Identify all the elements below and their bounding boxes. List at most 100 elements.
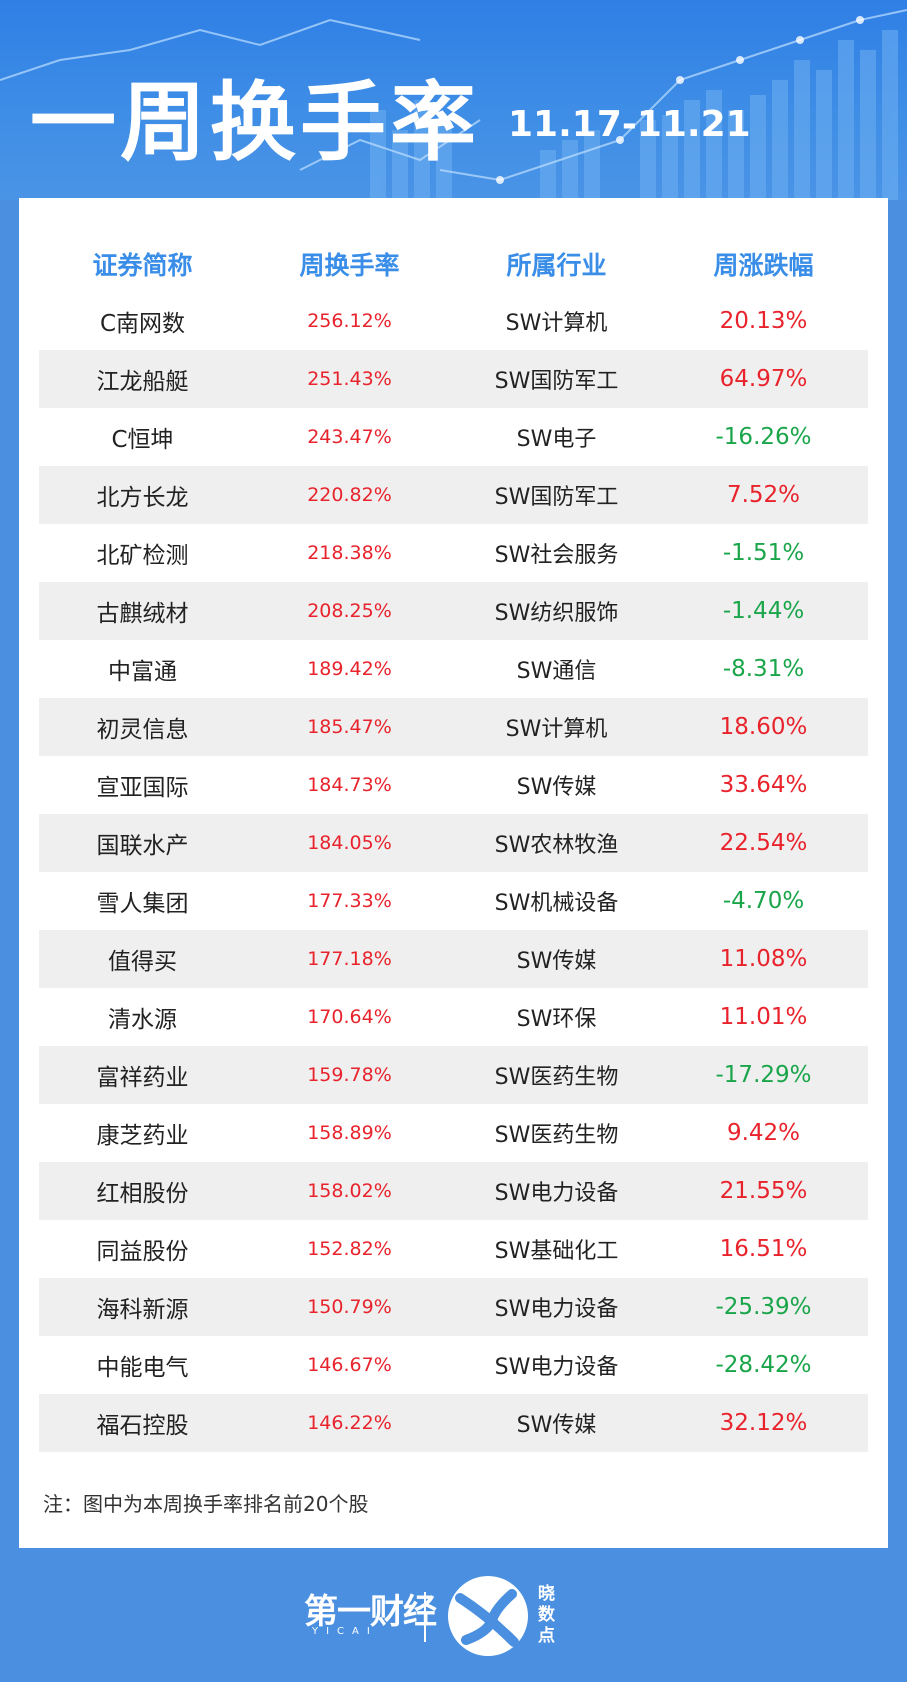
turnover-rate: 184.73%: [307, 774, 392, 796]
industry: SW通信: [516, 659, 597, 684]
turnover-rate: 177.33%: [307, 890, 392, 912]
table-row: C恒坤 243.47% SW电子 -16.26%: [39, 408, 868, 466]
page-title: 一周换手率: [30, 73, 480, 173]
stock-name: 初灵信息: [96, 717, 189, 743]
footer: 第一财经 YICAI 晓数点: [0, 1548, 907, 1682]
table-row: 同益股份 152.82% SW基础化工 16.51%: [39, 1220, 868, 1278]
logo-divider: [424, 1592, 426, 1642]
industry: SW国防军工: [494, 485, 619, 510]
table-row: 北方长龙 220.82% SW国防军工 7.52%: [39, 466, 868, 524]
stock-name: 北方长龙: [96, 485, 189, 511]
stock-name: 海科新源: [96, 1297, 189, 1323]
industry: SW基础化工: [494, 1239, 619, 1264]
weekly-change: -4.70%: [722, 888, 805, 914]
stock-name: 雪人集团: [96, 891, 189, 917]
turnover-rate: 158.89%: [307, 1122, 392, 1144]
weekly-change: -1.44%: [722, 598, 805, 624]
turnover-rate: 251.43%: [307, 368, 392, 390]
table-row: 清水源 170.64% SW环保 11.01%: [39, 988, 868, 1046]
table-row: 江龙船艇 251.43% SW国防军工 64.97%: [39, 350, 868, 408]
weekly-change: 16.51%: [719, 1236, 808, 1262]
table-row: 中富通 189.42% SW通信 -8.31%: [39, 640, 868, 698]
stock-name: 中能电气: [96, 1355, 189, 1381]
xiaoshudian-logo-text: 晓数点: [538, 1584, 555, 1646]
weekly-change: -25.39%: [715, 1294, 812, 1320]
weekly-change: 11.08%: [719, 946, 808, 972]
column-header-rate: 周换手率: [299, 251, 400, 280]
industry: SW纺织服饰: [494, 601, 619, 626]
weekly-change: 18.60%: [719, 714, 808, 740]
weekly-change: 33.64%: [719, 772, 808, 798]
turnover-rate: 208.25%: [307, 600, 392, 622]
turnover-rate: 177.18%: [307, 948, 392, 970]
yicai-logo: 第一财经: [304, 1592, 437, 1632]
table-row: 海科新源 150.79% SW电力设备 -25.39%: [39, 1278, 868, 1336]
table-row: 红相股份 158.02% SW电力设备 21.55%: [39, 1162, 868, 1220]
stock-name: C南网数: [99, 311, 186, 337]
stock-name: 中富通: [108, 659, 177, 685]
stock-name: 值得买: [108, 949, 177, 975]
header-banner: 一周换手率 11.17-11.21: [0, 0, 907, 200]
stock-name: 福石控股: [96, 1413, 189, 1439]
industry: SW计算机: [505, 311, 608, 336]
industry: SW医药生物: [494, 1123, 619, 1148]
industry: SW电力设备: [494, 1297, 619, 1322]
weekly-change: -1.51%: [722, 540, 805, 566]
table-row: 国联水产 184.05% SW农林牧渔 22.54%: [39, 814, 868, 872]
weekly-change: 32.12%: [719, 1410, 808, 1436]
table-card: 证券简称 周换手率 所属行业 周涨跌幅 C南网数 256.12% SW计算机 20.1…: [19, 198, 888, 1548]
stock-name: 红相股份: [96, 1181, 189, 1207]
weekly-change: 64.97%: [719, 366, 808, 392]
industry: SW医药生物: [494, 1065, 619, 1090]
weekly-change: 21.55%: [719, 1178, 808, 1204]
column-header-industry: 所属行业: [506, 251, 607, 280]
industry: SW机械设备: [494, 891, 619, 916]
turnover-rate: 146.67%: [307, 1354, 392, 1376]
table-row: C南网数 256.12% SW计算机 20.13%: [39, 292, 868, 350]
industry: SW传媒: [516, 775, 597, 800]
industry: SW电力设备: [494, 1181, 619, 1206]
turnover-rate: 185.47%: [307, 716, 392, 738]
stock-name: 清水源: [108, 1007, 177, 1033]
stock-name: C恒坤: [111, 427, 174, 453]
weekly-change: -17.29%: [715, 1062, 812, 1088]
table-row: 中能电气 146.67% SW电力设备 -28.42%: [39, 1336, 868, 1394]
turnover-rate: 256.12%: [307, 310, 392, 332]
turnover-rate: 150.79%: [307, 1296, 392, 1318]
table-row: 宣亚国际 184.73% SW传媒 33.64%: [39, 756, 868, 814]
table-row: 康芝药业 158.89% SW医药生物 9.42%: [39, 1104, 868, 1162]
table-row: 福石控股 146.22% SW传媒 32.12%: [39, 1394, 868, 1452]
stock-name: 北矿检测: [96, 543, 189, 569]
turnover-rate: 218.38%: [307, 542, 392, 564]
decorative-chart-background: [0, 9, 907, 200]
industry: SW环保: [516, 1007, 597, 1032]
industry: SW传媒: [516, 1413, 597, 1438]
industry: SW电子: [516, 427, 597, 452]
industry: SW计算机: [505, 717, 608, 742]
table-row: 富祥药业 159.78% SW医药生物 -17.29%: [39, 1046, 868, 1104]
table-row: 初灵信息 185.47% SW计算机 18.60%: [39, 698, 868, 756]
weekly-change: 7.52%: [726, 482, 801, 508]
industry: SW传媒: [516, 949, 597, 974]
stock-name: 康芝药业: [96, 1123, 189, 1149]
turnover-rate: 184.05%: [307, 832, 392, 854]
weekly-change: -8.31%: [722, 656, 805, 682]
turnover-rate: 158.02%: [307, 1180, 392, 1202]
weekly-change: 22.54%: [719, 830, 808, 856]
table-row: 古麒绒材 208.25% SW纺织服饰 -1.44%: [39, 582, 868, 640]
stock-name: 国联水产: [96, 833, 189, 859]
date-range: 11.17-11.21: [508, 104, 751, 145]
turnover-rate: 220.82%: [307, 484, 392, 506]
stock-name: 同益股份: [96, 1239, 189, 1265]
footnote: 注：图中为本周换手率排名前20个股: [43, 1492, 369, 1516]
turnover-rate: 189.42%: [307, 658, 392, 680]
industry: SW国防军工: [494, 369, 619, 394]
table-row: 北矿检测 218.38% SW社会服务 -1.51%: [39, 524, 868, 582]
table-header: 证券简称 周换手率 所属行业 周涨跌幅: [39, 236, 868, 292]
industry: SW社会服务: [494, 543, 619, 568]
turnover-rate: 159.78%: [307, 1064, 392, 1086]
turnover-rate: 243.47%: [307, 426, 392, 448]
weekly-change: -28.42%: [715, 1352, 812, 1378]
turnover-rate: 146.22%: [307, 1412, 392, 1434]
table-body: C南网数 256.12% SW计算机 20.13% 江龙船艇 251.43% SW国防军工 6…: [39, 292, 868, 1452]
